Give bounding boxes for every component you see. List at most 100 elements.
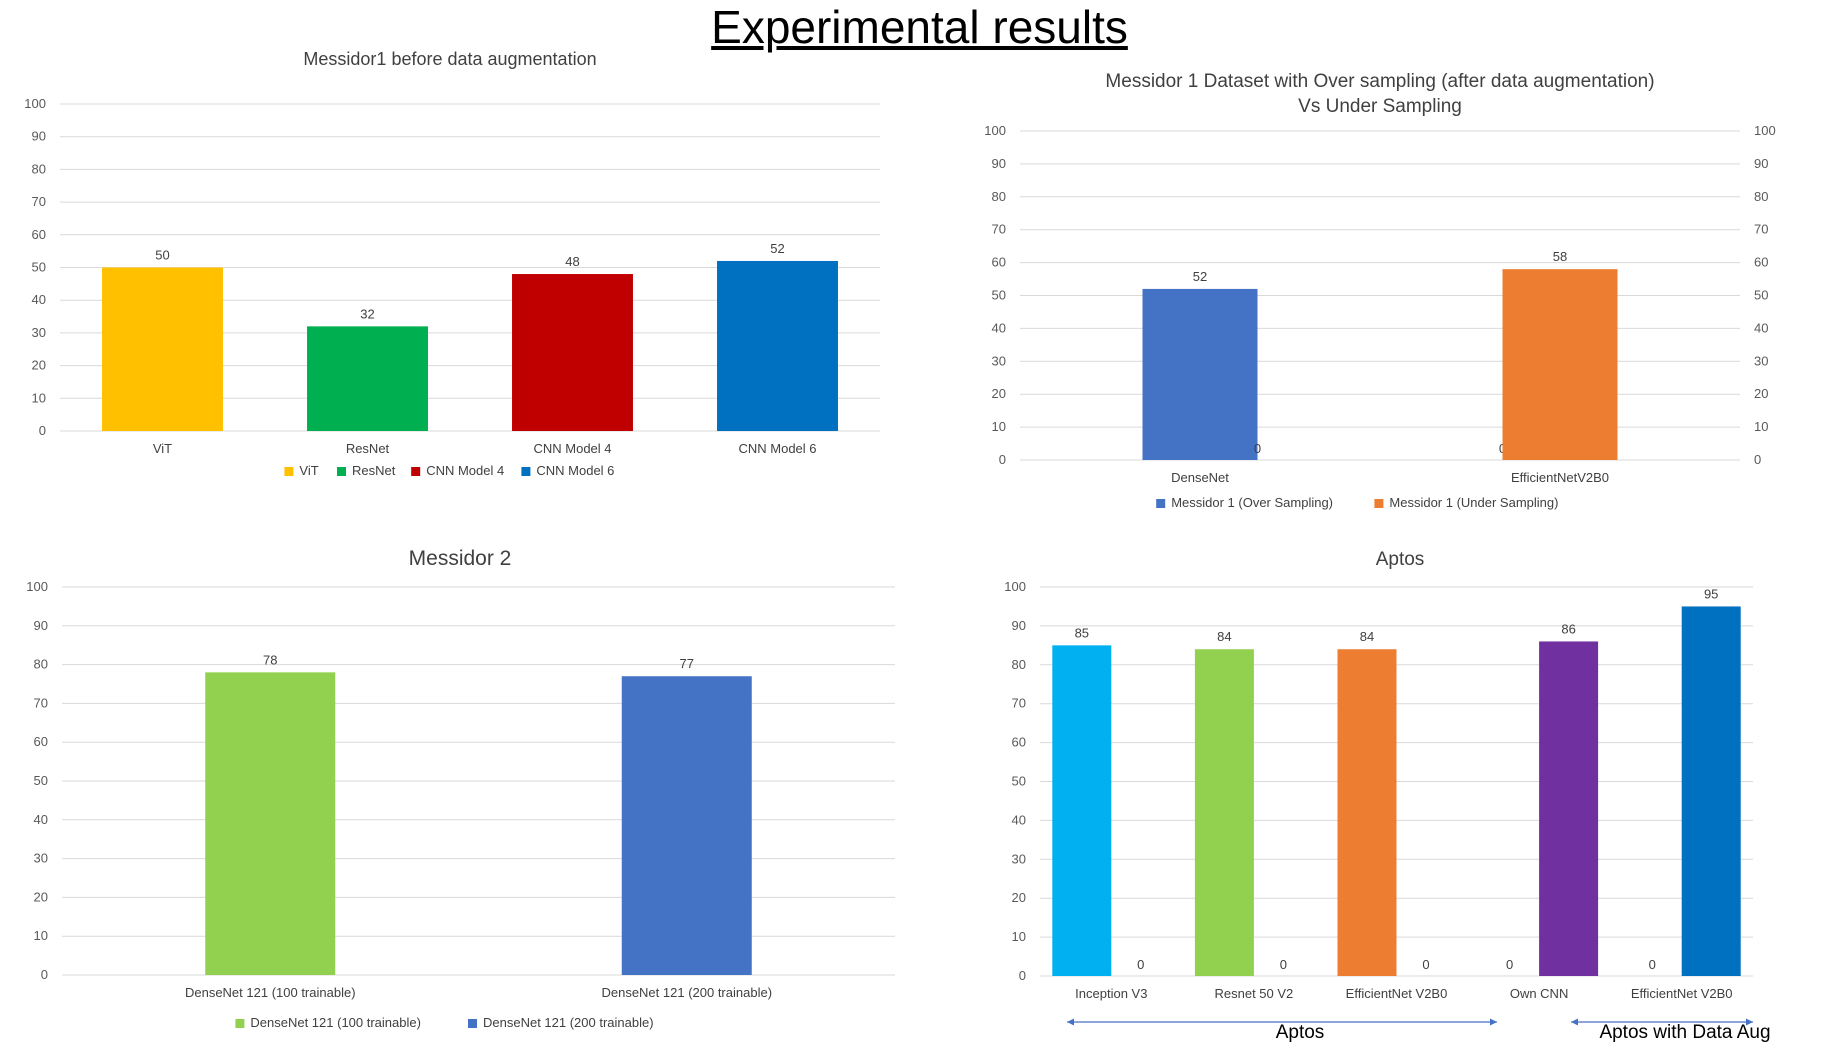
y-tick-label: 80	[32, 161, 46, 176]
x-tick-label: EfficientNet V2B0	[1631, 986, 1733, 1001]
y-tick-label: 0	[39, 423, 46, 438]
aptos-aug-group-label: Aptos with Data Aug	[1599, 1022, 1771, 1043]
chart-messidor2: Messidor 2 0 10 20 30 40 50 60 70 80 90 100 78 DenseN…	[26, 547, 895, 1030]
y-tick-label: 40	[34, 812, 48, 827]
legend-swatch	[521, 467, 531, 476]
bar	[1142, 288, 1258, 460]
legend-swatch	[1374, 499, 1384, 508]
y-tick-label: 70	[992, 222, 1006, 237]
legend-label: Messidor 1 (Over Sampling)	[1171, 495, 1333, 510]
legend-label: CNN Model 6	[536, 463, 614, 478]
arrow-left-icon	[1571, 1018, 1578, 1026]
data-label: 84	[1360, 629, 1374, 644]
chart-messidor1: Messidor1 before data augmentation 0 10 20 3…	[24, 49, 880, 478]
data-label: 0	[1649, 957, 1656, 972]
bar	[1337, 649, 1397, 976]
x-tick-label: ViT	[153, 441, 172, 456]
bar	[717, 260, 838, 431]
data-label: 77	[680, 656, 694, 671]
data-label: 52	[1193, 269, 1207, 284]
y-tick-label: 30	[34, 851, 48, 866]
y-tick-label: 80	[1012, 657, 1026, 672]
y-tick-label: 0	[1019, 968, 1026, 983]
y-tick-label: 70	[1012, 696, 1026, 711]
bar	[205, 672, 336, 975]
y2-tick-label: 20	[1754, 386, 1768, 401]
legend-label: DenseNet 121 (100 trainable)	[250, 1015, 421, 1030]
y-tick-label: 20	[1012, 890, 1026, 905]
legend-label: DenseNet 121 (200 trainable)	[483, 1015, 654, 1030]
y-tick-label: 60	[992, 255, 1006, 270]
y-tick-label: 30	[1012, 851, 1026, 866]
data-label: 84	[1217, 629, 1231, 644]
y-tick-label: 20	[992, 386, 1006, 401]
legend-swatch	[235, 1019, 245, 1028]
x-tick-label: Resnet 50 V2	[1215, 986, 1294, 1001]
y-tick-label: 90	[32, 129, 46, 144]
y-tick-label: 70	[34, 695, 48, 710]
y-tick-label: 0	[41, 967, 48, 982]
arrow-right-icon	[1490, 1018, 1497, 1026]
x-tick-label: DenseNet 121 (200 trainable)	[601, 985, 772, 1000]
bar	[1681, 606, 1741, 976]
y-tick-label: 80	[34, 657, 48, 672]
data-label: 86	[1561, 621, 1575, 636]
y2-tick-label: 0	[1754, 452, 1761, 467]
chart-messidor1-sampling: Messidor 1 Dataset with Over sampling (a…	[984, 71, 1776, 510]
y-tick-label: 20	[34, 889, 48, 904]
data-label: 78	[263, 652, 277, 667]
arrow-left-icon	[1067, 1018, 1074, 1026]
legend-label: ResNet	[352, 463, 396, 478]
aptos-group-label: Aptos	[1275, 1022, 1325, 1043]
y-tick-label: 90	[34, 618, 48, 633]
chart-aptos: Aptos 0 10 20 30 40 50 60 70 80 90 100 85 0 Inception …	[1004, 549, 1753, 1026]
y2-tick-label: 30	[1754, 353, 1768, 368]
y-tick-label: 70	[32, 194, 46, 209]
data-label: 32	[360, 306, 374, 321]
x-tick-label: EfficientNet V2B0	[1346, 986, 1448, 1001]
y2-tick-label: 100	[1754, 123, 1776, 138]
y-tick-label: 10	[1012, 929, 1026, 944]
y-tick-label: 60	[34, 734, 48, 749]
y-tick-label: 50	[992, 288, 1006, 303]
chart-subtitle: Vs Under Sampling	[1298, 96, 1462, 117]
y-tick-label: 60	[1012, 735, 1026, 750]
data-label: 85	[1075, 625, 1089, 640]
x-tick-label: CNN Model 4	[533, 441, 611, 456]
data-label: 0	[1506, 957, 1513, 972]
y-tick-label: 40	[32, 292, 46, 307]
y-tick-label: 80	[992, 189, 1006, 204]
chart-title: Messidor1 before data augmentation	[303, 49, 596, 69]
bar	[1502, 269, 1618, 460]
y2-tick-label: 50	[1754, 288, 1768, 303]
x-tick-label: EfficientNetV2B0	[1511, 470, 1609, 485]
y-tick-label: 10	[32, 390, 46, 405]
chart-title: Aptos	[1376, 549, 1425, 570]
y-tick-label: 40	[992, 320, 1006, 335]
data-label: 95	[1704, 586, 1718, 601]
legend-swatch	[337, 467, 346, 476]
y-tick-label: 10	[34, 928, 48, 943]
x-tick-label: CNN Model 6	[738, 441, 816, 456]
y2-tick-label: 10	[1754, 419, 1768, 434]
y-tick-label: 100	[984, 123, 1006, 138]
data-label: 0	[1137, 957, 1144, 972]
data-label: 52	[770, 241, 784, 256]
data-label: 0	[1280, 957, 1287, 972]
y-tick-label: 30	[992, 353, 1006, 368]
y-tick-label: 50	[34, 773, 48, 788]
bar	[102, 267, 223, 431]
y2-tick-label: 80	[1754, 189, 1768, 204]
bar	[1052, 645, 1112, 976]
y2-tick-label: 40	[1754, 320, 1768, 335]
arrow-right-icon	[1746, 1018, 1753, 1026]
bar	[1539, 641, 1599, 976]
y-tick-label: 10	[992, 419, 1006, 434]
y-tick-label: 30	[32, 325, 46, 340]
y-tick-label: 100	[26, 579, 48, 594]
bar	[1194, 649, 1254, 976]
y-tick-label: 40	[1012, 812, 1026, 827]
chart-title: Messidor 1 Dataset with Over sampling (a…	[1105, 71, 1654, 92]
legend-label: ViT	[299, 463, 318, 478]
data-label: 0	[1254, 441, 1261, 456]
